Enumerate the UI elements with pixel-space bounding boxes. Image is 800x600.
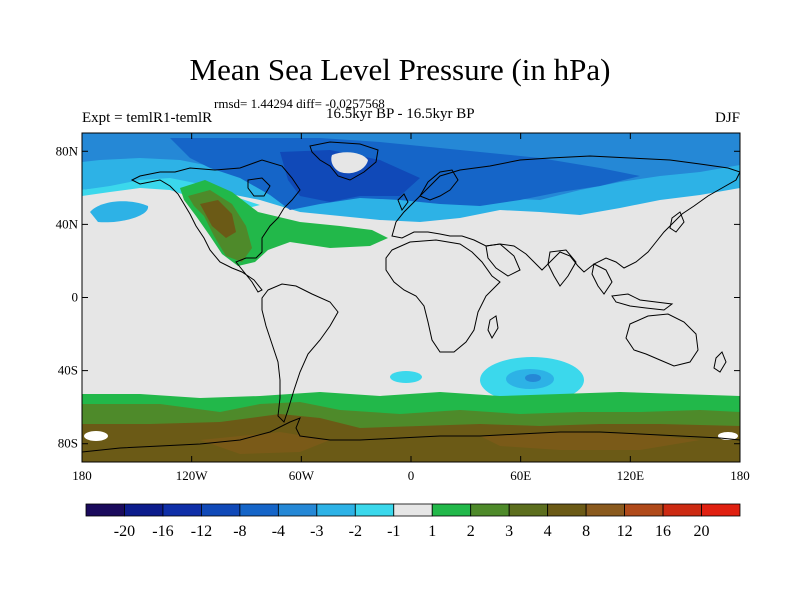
lat-label: 0 [72, 290, 79, 305]
colorbar-box [393, 503, 433, 517]
lon-label: 180 [730, 468, 750, 483]
lon-label: 60E [510, 468, 531, 483]
colorbar-box [662, 503, 702, 517]
colorbar-label: 8 [582, 523, 590, 540]
lon-label: 120W [176, 468, 209, 483]
colorbar-label: -3 [310, 523, 323, 540]
field-southwest-spot [84, 431, 108, 441]
lon-label: 60W [289, 468, 315, 483]
colorbar-box [508, 503, 549, 517]
map-field [82, 133, 740, 462]
coast-antarctica [82, 417, 740, 453]
coast-greenland [309, 141, 379, 181]
colorbar-label: 20 [694, 523, 710, 540]
lat-label: 80S [58, 436, 78, 451]
coast-britain [397, 193, 409, 212]
colorbar: -20 -16 -12 -8 -4 -3 -2 -1 1 2 3 4 8 12 16 20 [85, 503, 741, 540]
colorbar-label: 1 [428, 523, 436, 540]
colorbar-box [624, 503, 664, 517]
field-north-core [280, 150, 420, 202]
colorbar-label: -20 [114, 523, 135, 540]
colorbar-label: 2 [467, 523, 475, 540]
colorbar-box [124, 503, 164, 517]
stats-text: rmsd= 1.44294 diff= -0.0257568 [214, 96, 385, 111]
coast-south-america [261, 283, 339, 423]
lat-label: 40N [56, 216, 79, 231]
coast-hudson-bay [247, 177, 271, 197]
field-antarctic-deep [200, 432, 330, 454]
coast-japan [669, 211, 685, 233]
colorbar-label: 4 [544, 523, 552, 540]
colorbar-box [470, 503, 510, 517]
colorbar-box [277, 503, 318, 517]
coast-madagascar [487, 315, 499, 340]
lon-label: 0 [408, 468, 415, 483]
colorbar-label: -8 [233, 523, 246, 540]
coastlines [82, 141, 740, 453]
lat-label: 80N [56, 143, 79, 158]
map-title: Mean Sea Level Pressure (in hPa) [189, 52, 611, 87]
colorbar-box [354, 503, 395, 517]
coast-southeast-asia [591, 263, 613, 295]
colorbar-box [201, 503, 241, 517]
colorbar-box [585, 503, 625, 517]
field-south-atlantic-spot [390, 371, 422, 383]
field-namerica-pos3 [200, 200, 236, 238]
experiment-label: Expt = temlR1-temlR [82, 110, 213, 126]
field-north-pacific-lobe [90, 201, 149, 223]
coast-scandinavia [419, 169, 459, 201]
colorbar-label: -2 [349, 523, 362, 540]
coast-australia [625, 313, 699, 367]
field-sio-core [525, 374, 541, 382]
colorbar-label: 12 [617, 523, 633, 540]
field-greenland [331, 152, 368, 174]
colorbar-box [431, 503, 472, 517]
colorbar-label: -16 [152, 523, 173, 540]
colorbar-label: 16 [655, 523, 671, 540]
colorbar-box [701, 503, 741, 517]
colorbar-label: -4 [272, 523, 285, 540]
coast-indonesia [611, 293, 674, 311]
colorbar-box [162, 503, 202, 517]
field-antarctic-deep2 [480, 432, 700, 450]
colorbar-label: 3 [505, 523, 513, 540]
season-label: DJF [714, 110, 740, 126]
lat-label: 40S [58, 363, 78, 378]
coast-north-america [130, 159, 301, 293]
colorbar-box [316, 503, 356, 517]
lon-label: 180 [72, 468, 92, 483]
colorbar-box [239, 503, 279, 517]
colorbar-label: -12 [191, 523, 212, 540]
coast-arabia [485, 243, 521, 277]
period-label: 16.5kyr BP - 16.5kyr BP [326, 106, 475, 122]
colorbar-label: -1 [387, 523, 400, 540]
lon-label: 120E [617, 468, 645, 483]
axis-ticks: 80N 40N 0 40S 80S 180 120W 60W 0 60E 120E 180 [56, 133, 750, 483]
coast-africa [385, 239, 501, 353]
coast-india [547, 249, 577, 287]
colorbar-box [85, 503, 125, 517]
coast-new-zealand [713, 351, 727, 373]
colorbar-box [547, 503, 587, 517]
